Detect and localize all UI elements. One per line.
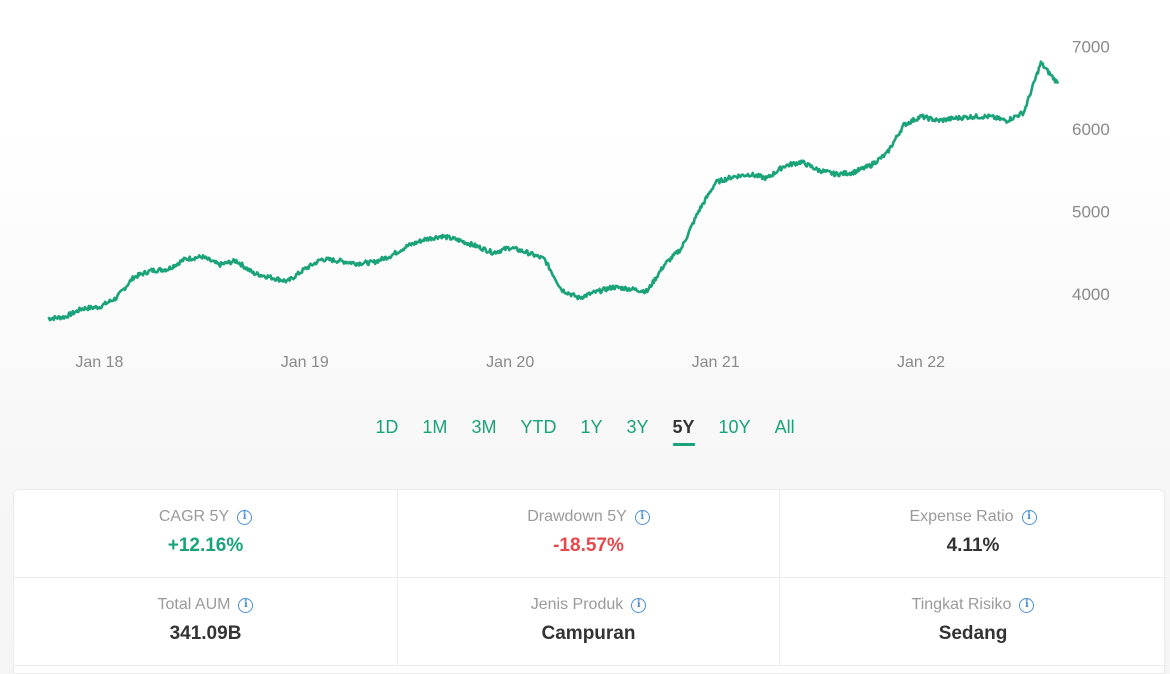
stat-jenis-produk: Jenis Produk i Campuran bbox=[398, 578, 780, 666]
stat-expense-label: Expense Ratio bbox=[909, 508, 1014, 525]
range-1y-button[interactable]: 1Y bbox=[580, 417, 603, 437]
stat-drawdown: Drawdown 5Y i -18.57% bbox=[398, 490, 780, 578]
stat-cagr-value: +12.16% bbox=[167, 535, 244, 556]
x-tick-label: Jan 20 bbox=[486, 354, 534, 371]
info-circle-icon[interactable]: i bbox=[1021, 509, 1037, 525]
x-tick-label: Jan 21 bbox=[692, 354, 740, 371]
stat-cagr-label-row: CAGR 5Y i bbox=[158, 508, 253, 526]
stat-jenis-value: Campuran bbox=[541, 623, 636, 644]
stat-expense-value: 4.11% bbox=[946, 535, 1000, 556]
range-1m-button[interactable]: 1M bbox=[422, 417, 448, 437]
stat-cagr-label: CAGR 5Y bbox=[158, 508, 230, 525]
price-chart: 4000 5000 6000 7000 Jan 18 Jan 19 Jan 20 Jan 21… bbox=[47, 37, 1110, 371]
stat-drawdown-label: Drawdown 5Y bbox=[527, 508, 627, 525]
stat-cagr: CAGR 5Y i +12.16% bbox=[14, 490, 398, 578]
info-circle-icon[interactable]: i bbox=[1019, 597, 1035, 613]
stat-aum-value: 341.09B bbox=[169, 623, 242, 644]
fund-stats-grid: CAGR 5Y i +12.16% Drawdown 5Y i -18.57% … bbox=[13, 489, 1166, 674]
range-5y-button[interactable]: 5Y bbox=[661, 414, 707, 446]
range-1d-button[interactable]: 1D bbox=[375, 417, 399, 437]
y-tick-label: 4000 bbox=[1072, 285, 1110, 304]
time-range-selector: 1D 1M 3M YTD 1Y 3Y 5Y 10Y All bbox=[0, 414, 1170, 446]
stat-drawdown-value: -18.57% bbox=[553, 535, 624, 556]
price-chart-svg: 4000 5000 6000 7000 Jan 18 Jan 19 Jan 20 Jan 21… bbox=[47, 37, 1110, 371]
info-circle-icon[interactable]: i bbox=[237, 509, 253, 525]
y-tick-label: 6000 bbox=[1072, 120, 1110, 139]
x-tick-label: Jan 19 bbox=[281, 354, 329, 371]
range-3m-button[interactable]: 3M bbox=[471, 417, 497, 437]
range-ytd-button[interactable]: YTD bbox=[520, 417, 557, 437]
stat-aum-label-row: Total AUM i bbox=[158, 596, 254, 614]
stat-total-aum: Total AUM i 341.09B bbox=[14, 578, 398, 666]
x-tick-label: Jan 18 bbox=[75, 354, 123, 371]
stat-aum-label: Total AUM bbox=[157, 596, 231, 613]
range-10y-button[interactable]: 10Y bbox=[718, 417, 751, 437]
stat-jenis-label: Jenis Produk bbox=[530, 596, 624, 613]
series-line bbox=[47, 60, 1060, 322]
stat-drawdown-label-row: Drawdown 5Y i bbox=[527, 508, 650, 526]
info-circle-icon[interactable]: i bbox=[634, 509, 650, 525]
y-tick-label: 5000 bbox=[1072, 202, 1110, 221]
stat-expense-ratio: Expense Ratio i 4.11% bbox=[780, 490, 1166, 578]
range-3y-button[interactable]: 3Y bbox=[626, 417, 649, 437]
info-circle-icon[interactable]: i bbox=[631, 597, 647, 613]
info-circle-icon[interactable]: i bbox=[238, 597, 254, 613]
y-tick-label: 7000 bbox=[1072, 37, 1110, 56]
stat-jenis-label-row: Jenis Produk i bbox=[531, 596, 647, 614]
stat-risiko-label: Tingkat Risiko bbox=[911, 596, 1012, 613]
stat-expense-label-row: Expense Ratio i bbox=[909, 508, 1037, 526]
stat-risiko-value: Sedang bbox=[938, 623, 1008, 644]
range-all-button[interactable]: All bbox=[774, 417, 795, 437]
x-tick-label: Jan 22 bbox=[897, 354, 945, 371]
stat-tingkat-risiko: Tingkat Risiko i Sedang bbox=[780, 578, 1166, 666]
stat-risiko-label-row: Tingkat Risiko i bbox=[912, 596, 1035, 614]
